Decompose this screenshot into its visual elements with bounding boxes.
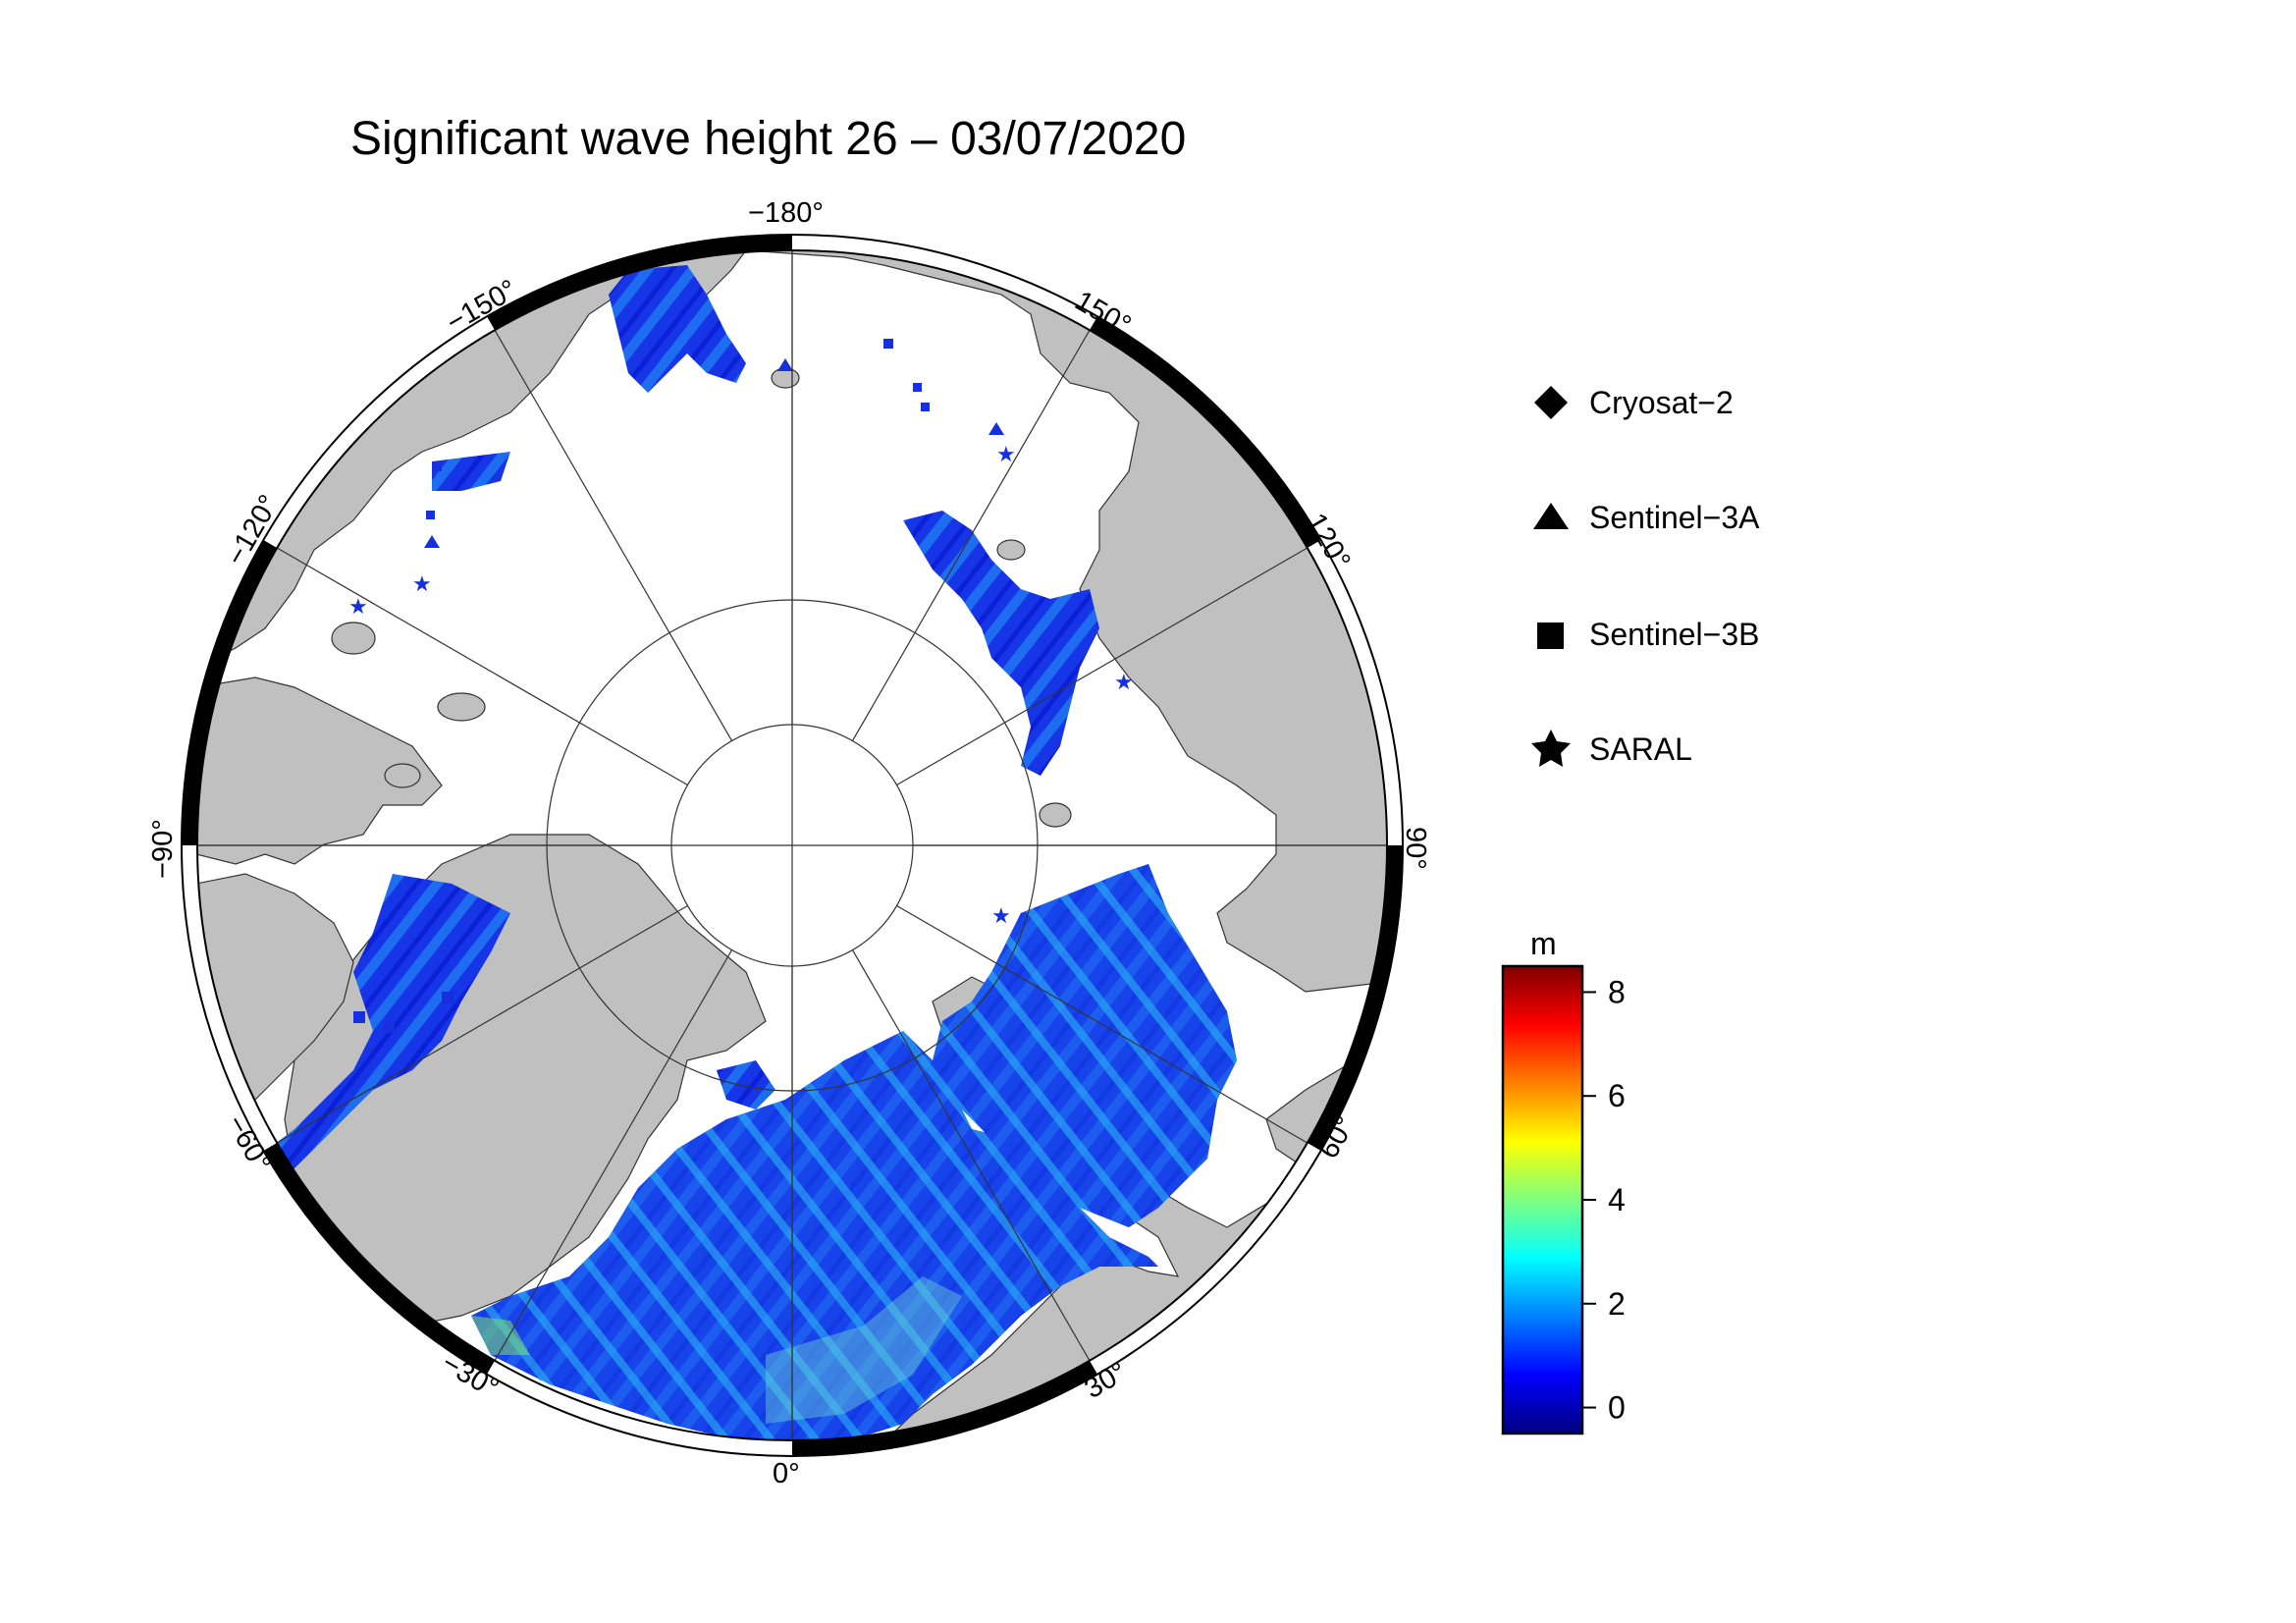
colorbar-unit: m [1530,926,1557,961]
label-lon-m90: −90° [147,819,179,879]
meridian-line [896,547,1308,786]
meridian-line [851,329,1091,741]
legend-label-sentinel-3a: Sentinel−3A [1589,500,1760,535]
meridian-line [494,949,733,1362]
colorbar-tick-label: 8 [1608,974,1626,1009]
marker-star: ★ [1114,671,1134,695]
marker-square [426,511,435,519]
star-icon [1531,730,1571,767]
meridian-line [276,547,688,786]
swath-high-values [471,1316,530,1355]
marker-square [442,992,454,1003]
wave-height-swaths [226,265,1237,1440]
legend-item-cryosat: Cryosat−2 [1534,385,1734,420]
legend: Cryosat−2 Sentinel−3A Sentinel−3B SARAL [1531,385,1760,767]
legend-label-sentinel-3b: Sentinel−3B [1589,617,1759,652]
frame-segment [791,1361,1097,1456]
swath-greenland-sea [717,1060,775,1109]
frame-segment [182,540,277,846]
legend-item-sentinel-3a: Sentinel−3A [1533,500,1760,535]
colorbar-tick-label: 6 [1608,1078,1626,1113]
land-victoria-island [437,692,486,722]
swath-laptev-sea [903,511,1099,776]
swath-baffin-bay [226,874,510,1198]
triangle-icon [1533,503,1569,529]
meridian-line [851,949,1091,1362]
colorbar: m 0 2 4 6 8 [1501,926,1626,1435]
marker-square [883,339,893,349]
frame-segment [1308,844,1403,1151]
map-frame [181,234,1404,1457]
marker-star: ★ [348,595,368,620]
label-lon-zero: 0° [773,1458,800,1489]
land-labrador [197,1158,256,1277]
colorbar-gradient [1501,964,1584,1435]
legend-item-sentinel-3b: Sentinel−3B [1537,617,1759,652]
graticule [197,250,1387,1440]
marker-triangle [988,422,1004,435]
meridian-line [494,329,733,741]
marker-star: ★ [991,904,1011,929]
polar-map: ★ ★ ★ ★ ★ [197,250,1387,1440]
marker-star: ★ [412,572,432,597]
label-lon-m180: −180° [748,197,824,229]
legend-label-cryosat: Cryosat−2 [1589,385,1734,420]
marker-square [921,403,930,411]
frame-segment [263,1143,495,1375]
swath-bering-strait [609,265,746,393]
marker-triangle [424,535,440,548]
frame-segment [1090,316,1321,548]
marker-triangle [777,358,793,371]
meridian-line [896,904,1308,1144]
label-lon-p90: 90° [1400,827,1431,870]
colorbar-ticks: 0 2 4 6 8 [1582,974,1626,1426]
land-canadian-archipelago [197,676,443,865]
swath-beaufort-sea [432,452,510,491]
land-new-siberian-island [996,539,1026,561]
frame-black-segments [182,235,1403,1456]
land-prince-of-wales [384,763,421,788]
land-franz-josef [1039,802,1072,828]
map-title: Significant wave height 26 – 03/07/2020 [350,113,1186,165]
diamond-icon [1534,386,1568,419]
legend-item-saral: SARAL [1531,730,1692,767]
frame-segment [487,235,793,330]
satellite-markers: ★ ★ ★ ★ ★ [348,339,1134,1033]
marker-square [913,383,922,392]
legend-label-saral: SARAL [1589,731,1692,767]
meridian-line [276,904,688,1144]
land-banks-island [331,622,376,655]
marker-square [432,461,442,471]
colorbar-tick-label: 2 [1608,1286,1626,1322]
marker-square [383,1021,395,1033]
marker-star: ★ [996,443,1016,467]
square-icon [1537,622,1564,649]
colorbar-tick-label: 4 [1608,1182,1626,1217]
marker-square [353,1011,365,1023]
colorbar-tick-label: 0 [1608,1390,1626,1426]
